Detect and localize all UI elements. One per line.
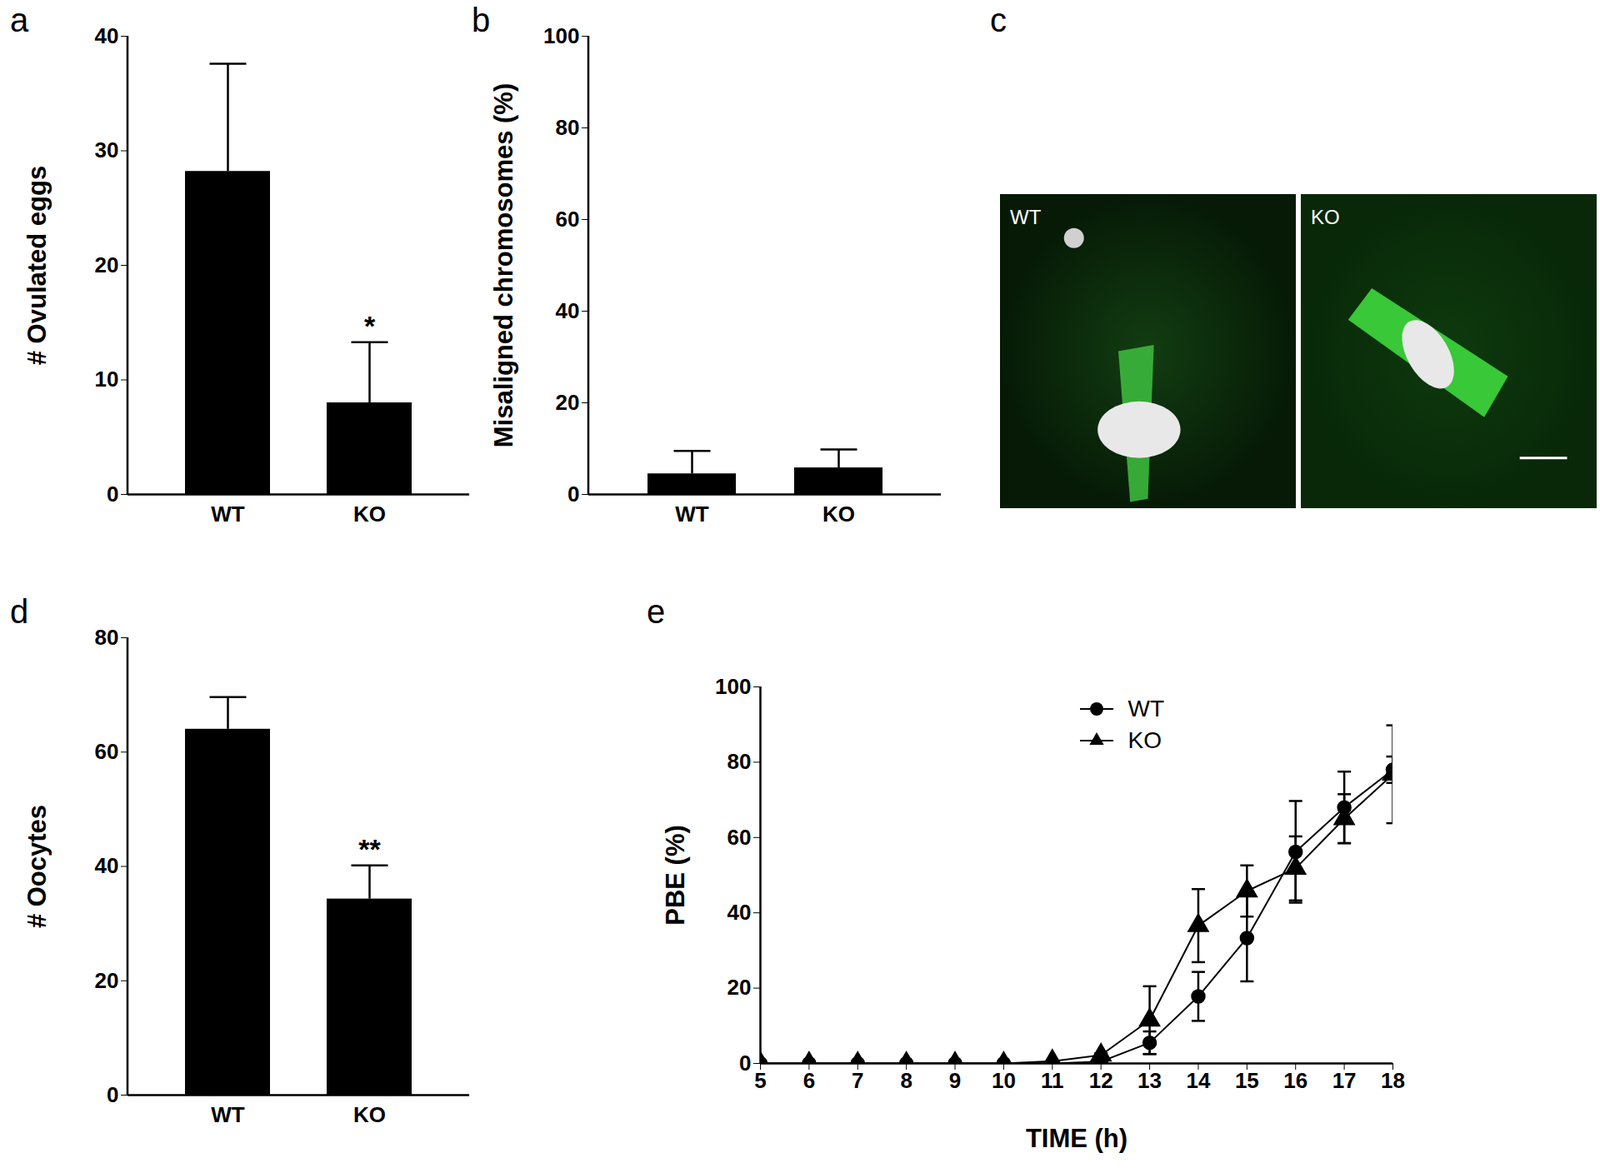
svg-text:WT: WT bbox=[210, 501, 245, 527]
svg-text:80: 80 bbox=[727, 749, 752, 775]
svg-text:8: 8 bbox=[900, 1068, 912, 1094]
svg-text:60: 60 bbox=[727, 825, 752, 850]
svg-text:0: 0 bbox=[739, 1050, 751, 1076]
svg-text:6: 6 bbox=[803, 1068, 815, 1094]
svg-text:60: 60 bbox=[555, 206, 580, 232]
svg-text:WT: WT bbox=[675, 501, 710, 527]
svg-text:0: 0 bbox=[106, 481, 119, 507]
svg-text:80: 80 bbox=[555, 115, 580, 140]
svg-text:20: 20 bbox=[95, 968, 120, 994]
svg-text:0: 0 bbox=[106, 1082, 119, 1108]
svg-text:10: 10 bbox=[991, 1068, 1016, 1094]
svg-text:18: 18 bbox=[1380, 1068, 1405, 1094]
svg-text:0: 0 bbox=[567, 481, 580, 507]
svg-text:# Oocytes: # Oocytes bbox=[22, 805, 52, 929]
svg-text:10: 10 bbox=[95, 366, 120, 392]
svg-text:14: 14 bbox=[1186, 1068, 1211, 1094]
svg-text:7: 7 bbox=[851, 1068, 864, 1094]
svg-text:WT: WT bbox=[210, 1102, 245, 1128]
svg-text:20: 20 bbox=[727, 975, 752, 1000]
svg-text:KO: KO bbox=[353, 1102, 386, 1128]
svg-text:KO: KO bbox=[822, 501, 855, 527]
svg-text:17: 17 bbox=[1332, 1068, 1357, 1094]
html-text:d: d bbox=[10, 593, 29, 630]
html-text:KO: KO bbox=[1127, 727, 1162, 754]
svg-text:40: 40 bbox=[555, 298, 580, 324]
svg-text:100: 100 bbox=[543, 23, 580, 49]
svg-text:13: 13 bbox=[1137, 1068, 1162, 1094]
svg-text:9: 9 bbox=[949, 1068, 961, 1094]
html-text:e: e bbox=[646, 593, 666, 630]
svg-text:60: 60 bbox=[95, 739, 120, 765]
svg-text:12: 12 bbox=[1089, 1068, 1114, 1094]
svg-text:16: 16 bbox=[1283, 1068, 1308, 1094]
svg-text:20: 20 bbox=[95, 252, 120, 278]
html-text:b: b bbox=[471, 1, 491, 39]
svg-text:5: 5 bbox=[754, 1068, 766, 1094]
svg-text:WT: WT bbox=[1010, 205, 1042, 229]
svg-text:KO: KO bbox=[353, 501, 386, 527]
html-text:WT: WT bbox=[1127, 695, 1165, 722]
svg-text:40: 40 bbox=[95, 23, 120, 49]
html-text:c: c bbox=[990, 1, 1007, 39]
svg-text:# Ovulated eggs: # Ovulated eggs bbox=[22, 165, 52, 365]
html-text:a: a bbox=[10, 1, 29, 39]
svg-text:TIME (h): TIME (h) bbox=[1025, 1124, 1128, 1154]
svg-text:30: 30 bbox=[95, 137, 120, 163]
svg-text:**: ** bbox=[358, 833, 381, 865]
svg-text:40: 40 bbox=[95, 853, 120, 879]
svg-text:Misaligned chromosomes (%): Misaligned chromosomes (%) bbox=[489, 83, 519, 449]
svg-text:11: 11 bbox=[1040, 1068, 1065, 1094]
svg-text:20: 20 bbox=[555, 390, 580, 415]
svg-text:KO: KO bbox=[1310, 205, 1340, 229]
svg-text:PBE (%): PBE (%) bbox=[660, 825, 690, 926]
svg-text:*: * bbox=[364, 310, 376, 342]
svg-text:40: 40 bbox=[727, 900, 752, 925]
svg-text:15: 15 bbox=[1235, 1068, 1260, 1094]
svg-text:80: 80 bbox=[95, 625, 120, 650]
svg-text:100: 100 bbox=[715, 674, 751, 700]
